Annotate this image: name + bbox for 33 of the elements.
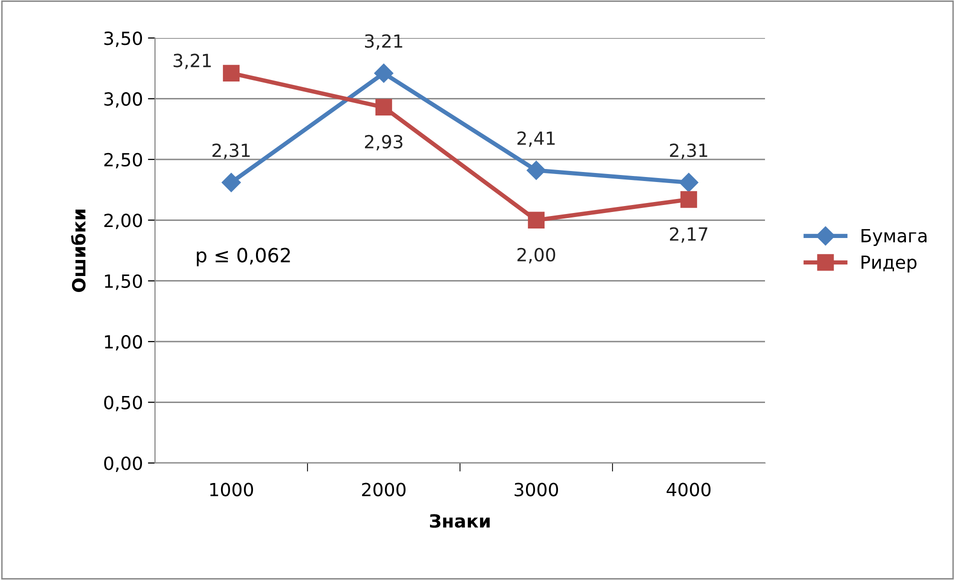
point — [375, 98, 392, 116]
y-tick-label: 0,00 — [104, 456, 142, 472]
data-label: 2,00 — [517, 248, 556, 264]
y-tick-label: 0,50 — [104, 396, 142, 412]
data-label: 2,17 — [670, 227, 708, 243]
x-tick-label: 1000 — [210, 482, 254, 496]
point — [374, 64, 394, 83]
y-tick-label: 1,00 — [104, 335, 142, 351]
y-tick-label: 2,50 — [104, 152, 142, 168]
point — [680, 191, 698, 208]
y-tick-label: 3,00 — [104, 92, 142, 108]
point — [528, 212, 545, 228]
y-axis-title: Ошибки — [71, 210, 86, 292]
point — [526, 160, 546, 180]
annotation: p ≤ 0,062 — [196, 248, 290, 266]
data-label: 2,41 — [517, 131, 555, 147]
y-tick-label: 2,00 — [104, 214, 142, 230]
y-tick-label: 1,50 — [104, 274, 142, 290]
point — [222, 172, 241, 192]
legend-label: Бумага — [862, 229, 926, 246]
data-label: 3,21 — [365, 34, 402, 50]
x-tick-label: 3000 — [514, 482, 558, 496]
legend-label: Ридер — [862, 256, 917, 272]
point — [222, 64, 240, 82]
point — [679, 172, 698, 192]
data-label: 3,21 — [174, 54, 211, 70]
x-axis-title: Знаки — [430, 514, 490, 528]
data-label: 2,31 — [212, 144, 250, 160]
x-tick-label: 2000 — [362, 482, 406, 496]
data-label: 2,93 — [364, 134, 402, 150]
y-tick-label: 3,50 — [104, 31, 142, 47]
x-tick-label: 4000 — [666, 482, 711, 496]
data-label: 2,31 — [670, 144, 708, 160]
